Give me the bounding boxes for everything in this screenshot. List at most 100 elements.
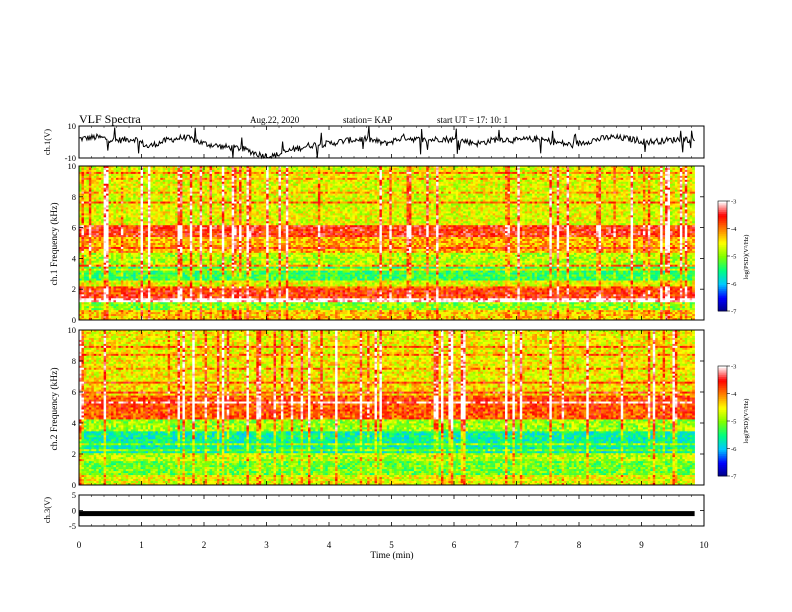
- ch1-spectrogram-cell: [588, 179, 592, 183]
- ch1-spectrogram-cell: [123, 191, 127, 194]
- ch1-spectrogram-cell: [440, 181, 444, 185]
- ch1-spectrogram-cell: [243, 181, 247, 185]
- ch1-spectrogram-cell: [404, 199, 407, 202]
- ch1-spectrogram-cell: [601, 175, 604, 179]
- ch1-spectrogram-cell: [165, 177, 168, 181]
- ch1-spectrogram-cell: [586, 185, 590, 189]
- ch1-spectrogram-cell: [687, 181, 690, 185]
- ch1-spectrogram-cell: [310, 195, 314, 198]
- ch1-spectrogram-cell: [428, 197, 432, 200]
- ch1-spectrogram-cell: [682, 191, 686, 194]
- ch1-spectrogram-cell: [197, 177, 200, 181]
- ch1-spectrogram-cell: [315, 181, 319, 185]
- ch1-spectrogram-cell: [256, 189, 260, 192]
- ch1-spectrogram-cell: [586, 189, 590, 192]
- ch1-spectrogram-cell: [440, 166, 444, 169]
- ch1-spectrogram-cell: [162, 203, 166, 206]
- ch1-spectrogram-cell: [197, 203, 200, 206]
- ch1-spectrogram-cell: [376, 189, 380, 192]
- ch1-spectrogram-cell: [325, 185, 329, 189]
- ch1-spectrogram-cell: [128, 195, 132, 198]
- ch1-spectrogram-cell: [317, 183, 321, 187]
- ch1-spectrogram-cell: [667, 166, 671, 169]
- ch1-spectrogram-cell: [152, 203, 156, 206]
- ch1-spectrogram-cell: [162, 185, 166, 189]
- ch1-spectrogram-cell: [263, 177, 267, 181]
- ch1-spectrogram-cell: [273, 197, 277, 200]
- ch1-spectrogram-cell: [194, 185, 198, 189]
- ch1-spectrogram-cell: [527, 189, 530, 192]
- ch1-spectrogram-cell: [460, 193, 464, 196]
- ch1-spectrogram-cell: [416, 166, 420, 169]
- ch1-spectrogram-cell: [608, 199, 612, 202]
- ch1-spectrogram-cell: [98, 169, 102, 173]
- ch1-spectrogram-cell: [509, 171, 513, 175]
- ch1-spectrogram-cell: [194, 179, 198, 183]
- ch1-spectrogram-cell: [445, 175, 449, 179]
- ch1-spectrogram-cell: [229, 183, 232, 187]
- ch1-spectrogram-cell: [679, 173, 683, 177]
- ch1-spectrogram-cell: [271, 173, 274, 177]
- ch1-spectrogram-cell: [470, 199, 474, 202]
- ch1-spectrogram-cell: [352, 183, 356, 187]
- ch1-spectrogram-cell: [130, 187, 134, 190]
- ch1-spectrogram-cell: [357, 166, 361, 169]
- ch1-spectrogram-cell: [660, 183, 663, 187]
- ch1-spectrogram-cell: [115, 177, 119, 181]
- ch1-spectrogram-cell: [322, 177, 326, 181]
- ch1-spectrogram-cell: [633, 171, 636, 175]
- ch1-spectrogram-cell: [157, 173, 161, 177]
- ch1-spectrogram-cell: [113, 197, 117, 200]
- ch1-spectrogram-cell: [593, 169, 597, 173]
- ch1-spectrogram-cell: [229, 169, 232, 173]
- ch1-spectrogram-cell: [239, 193, 242, 196]
- ch1-spectrogram-cell: [219, 166, 223, 169]
- ch1-spectrogram-cell: [418, 183, 422, 187]
- ch1-spectrogram-cell: [359, 199, 363, 202]
- ch1-spectrogram-cell: [106, 175, 109, 179]
- ch1-spectrogram-cell: [482, 169, 486, 173]
- ch1-spectrogram-cell: [618, 179, 622, 183]
- ch1-spectrogram-cell: [416, 169, 420, 173]
- ch1-spectrogram-cell: [372, 187, 375, 190]
- ch1-spectrogram-cell: [490, 193, 493, 196]
- ch1-spectrogram-cell: [276, 199, 279, 202]
- ch1-spectrogram-cell: [436, 193, 439, 196]
- ch1-spectrogram-cell: [657, 193, 661, 196]
- ch1-spectrogram-cell: [539, 167, 543, 171]
- ch1-spectrogram-cell: [549, 189, 553, 192]
- ch1-spectrogram-cell: [155, 173, 159, 177]
- ch1-spectrogram-cell: [199, 195, 203, 198]
- ch1-spectrogram-cell: [509, 193, 513, 196]
- ch1-spectrogram-cell: [83, 181, 87, 185]
- ch1-spectrogram-cell: [586, 177, 590, 181]
- ch1-spectrogram-cell: [138, 173, 141, 177]
- ch1-spectrogram-cell: [229, 203, 232, 206]
- ch1-spectrogram-cell: [251, 179, 255, 183]
- ch1-spectrogram-cell: [317, 166, 321, 169]
- ch1-spectrogram-cell: [583, 181, 587, 185]
- ch1-spectrogram-cell: [455, 173, 459, 177]
- ch1-spectrogram-cell: [561, 175, 565, 179]
- ch1-spectrogram-cell: [667, 187, 671, 190]
- ch1-spectrogram-cell: [527, 173, 530, 177]
- ch1-spectrogram-cell: [544, 193, 548, 196]
- ch1-spectrogram-cell: [234, 173, 237, 177]
- ch1-spectrogram-cell: [261, 171, 264, 175]
- ch1-spectrogram-cell: [211, 166, 215, 169]
- ch1-spectrogram-cell: [125, 197, 129, 200]
- ch1-spectrogram-cell: [362, 171, 365, 175]
- ch1-spectrogram-cell: [529, 166, 533, 169]
- ch1-spectrogram-cell: [394, 191, 397, 194]
- ch1-spectrogram-cell: [83, 179, 87, 183]
- ch1-spectrogram-cell: [495, 183, 498, 187]
- ch1-spectrogram-cell: [101, 171, 104, 175]
- ch1-spectrogram-cell: [128, 189, 132, 192]
- ch1-spectrogram-cell: [473, 195, 476, 198]
- ch1-spectrogram-cell: [423, 197, 427, 200]
- ch1-spectrogram-cell: [219, 189, 223, 192]
- ch1-spectrogram-cell: [453, 199, 457, 202]
- ch1-spectrogram-cell: [443, 197, 447, 200]
- ch1-spectrogram-cell: [288, 171, 292, 175]
- ch1-spectrogram-cell: [564, 199, 567, 202]
